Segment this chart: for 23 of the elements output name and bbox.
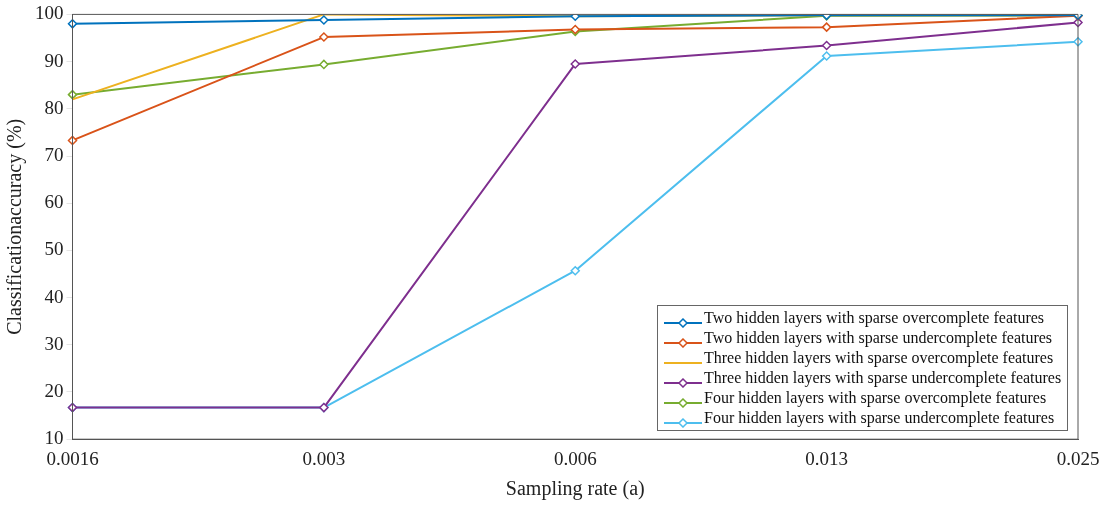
- x-tick-label: 0.003: [302, 447, 346, 469]
- legend-label: Three hidden layers with sparse overcomplete features: [704, 348, 1054, 369]
- y-tick-label: 90: [44, 49, 64, 71]
- y-tick-label: 10: [44, 427, 64, 449]
- y-tick-label: 100: [35, 2, 64, 24]
- legend-label: Two hidden layers with sparse undercomplete features: [704, 328, 1053, 349]
- y-tick-label: 40: [44, 285, 64, 307]
- legend-label: Two hidden layers with sparse overcomplete features: [704, 308, 1045, 329]
- x-tick-label: 0.025: [1056, 447, 1100, 469]
- y-tick-label: 30: [44, 332, 64, 354]
- y-axis-title: Classificationaccuracy (%): [3, 118, 27, 335]
- y-tick-label: 50: [44, 238, 64, 260]
- legend-label: Four hidden layers with sparse overcomplete features: [704, 388, 1047, 409]
- x-axis-title: Sampling rate (a): [505, 477, 645, 501]
- y-tick-label: 80: [44, 96, 64, 118]
- y-tick-label: 70: [44, 143, 64, 165]
- y-tick-label: 20: [44, 379, 64, 401]
- legend-label: Four hidden layers with sparse undercomplete features: [704, 408, 1055, 429]
- legend-label: Three hidden layers with sparse undercomplete features: [704, 368, 1062, 389]
- y-tick-label: 60: [44, 191, 64, 213]
- x-tick-label: 0.006: [553, 447, 597, 469]
- x-tick-label: 0.0016: [46, 447, 99, 469]
- x-tick-label: 0.013: [805, 447, 848, 469]
